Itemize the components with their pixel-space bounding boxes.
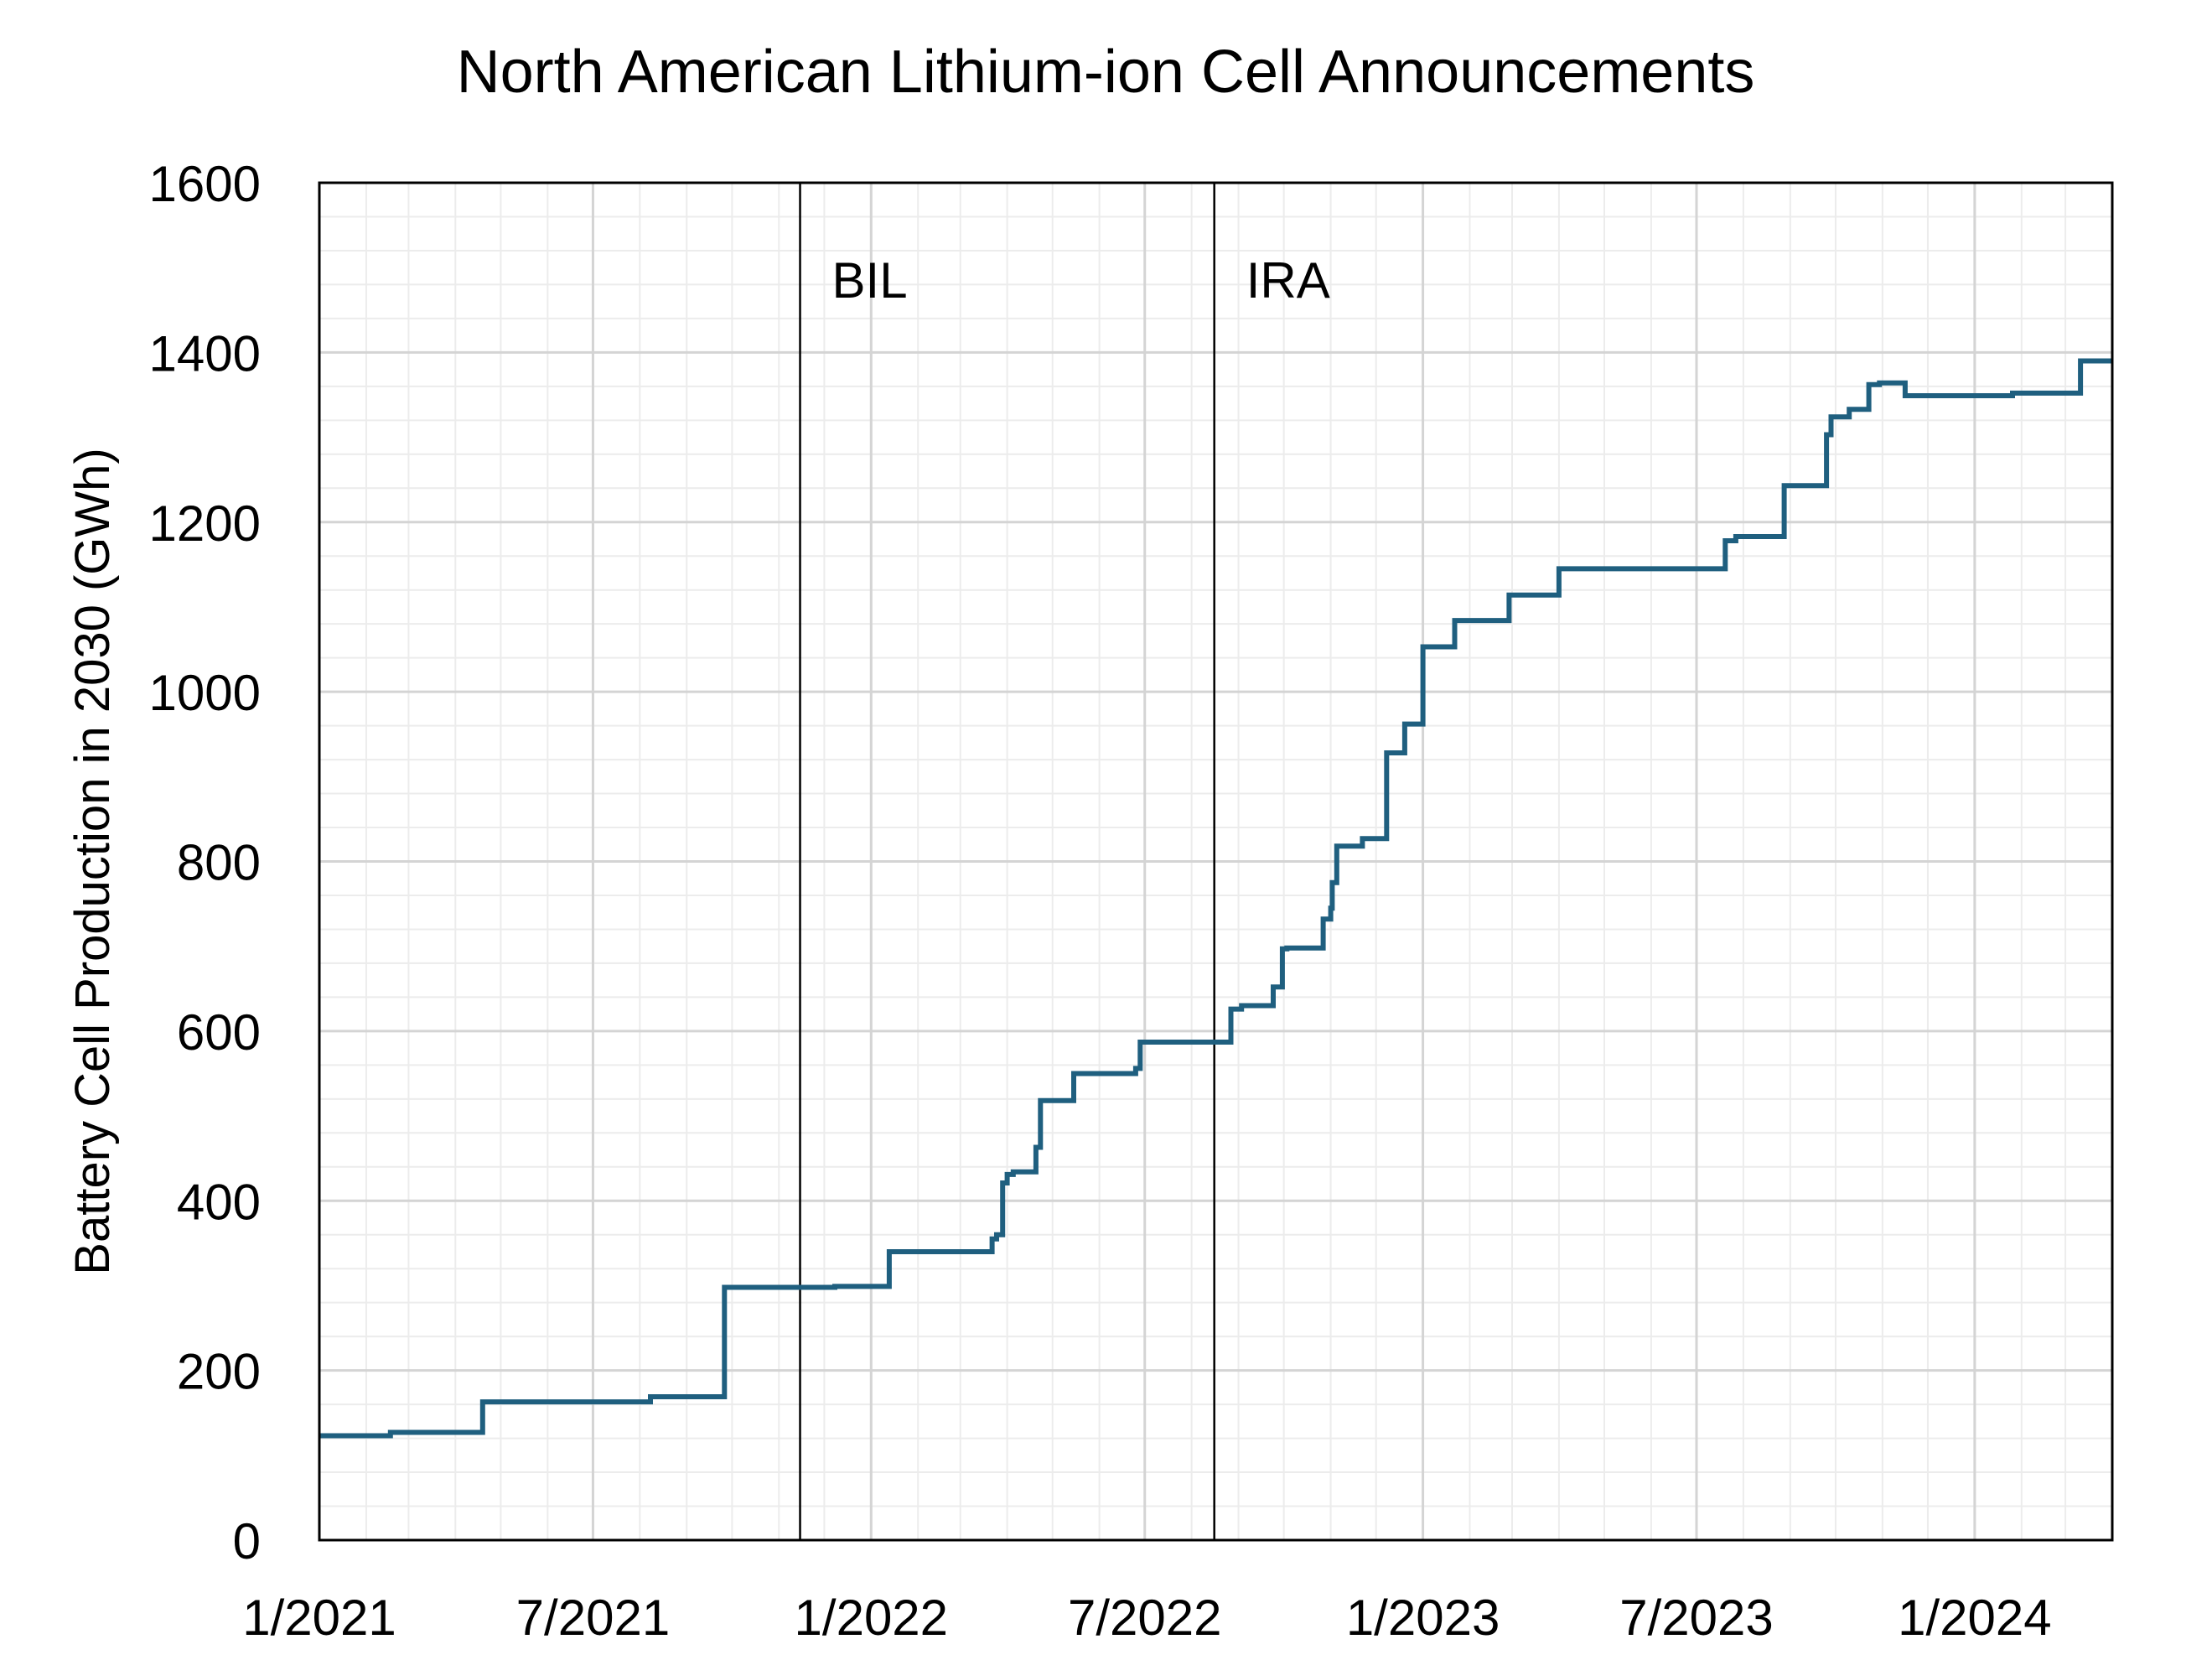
x-tick-label: 7/2023: [1619, 1590, 1774, 1646]
x-tick-label: 1/2021: [242, 1590, 396, 1646]
annotation-label-ira: IRA: [1246, 252, 1330, 309]
series-line: [319, 358, 2112, 1439]
annotation-label-bil: BIL: [832, 252, 908, 309]
chart-title: North American Lithium-ion Cell Announce…: [457, 39, 1755, 106]
x-tick-label: 7/2021: [516, 1590, 671, 1646]
plot-frame: [318, 181, 2114, 1542]
y-tick-label: 1400: [149, 325, 261, 381]
annotation-lines: BIL IRA: [799, 183, 1330, 1540]
y-tick-label: 1000: [149, 665, 261, 721]
series-layer: [319, 358, 2112, 1439]
y-axis-label: Battery Cell Production in 2030 (GWh): [65, 448, 120, 1274]
x-tick-label: 1/2022: [795, 1590, 949, 1646]
y-tick-label: 200: [177, 1344, 261, 1400]
y-tick-label: 400: [177, 1174, 261, 1230]
y-tick-label: 600: [177, 1004, 261, 1061]
x-tick-label: 7/2022: [1068, 1590, 1222, 1646]
x-tick-label: 1/2023: [1346, 1590, 1500, 1646]
y-tick-label: 1200: [149, 495, 261, 552]
y-tick-label: 800: [177, 835, 261, 891]
major-gridlines: [319, 183, 2112, 1540]
x-tick-labels: 1/2021 7/2021 1/2022 7/2022 1/2023 7/2023 1/20…: [242, 1590, 2051, 1646]
x-tick-label: 1/2024: [1898, 1590, 2052, 1646]
y-tick-label: 0: [233, 1513, 261, 1569]
y-tick-labels: 0 200 400 600 800 1000 1200 1400 1600: [149, 156, 261, 1569]
y-tick-label: 1600: [149, 156, 261, 212]
minor-gridlines: [319, 183, 2112, 1540]
